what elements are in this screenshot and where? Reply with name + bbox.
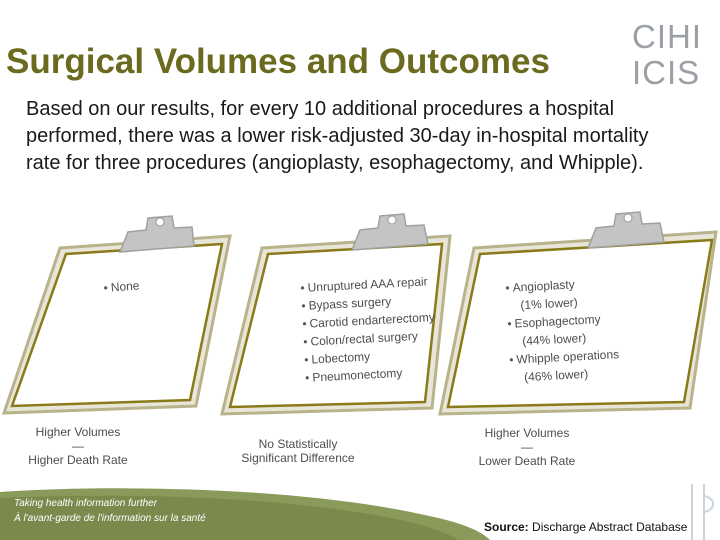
caption-top: No Statistically <box>258 437 338 451</box>
clipboard-2 <box>220 213 452 416</box>
caption-bottom: Higher Death Rate <box>28 453 128 467</box>
footer-banner: Taking health information further À l'av… <box>0 484 720 540</box>
caption-top: Higher Volumes <box>35 425 121 439</box>
intro-paragraph: Based on our results, for every 10 addit… <box>26 98 649 174</box>
clipboards-drawing <box>1 211 718 416</box>
caption-dash: — <box>72 439 84 453</box>
clipboard-3 <box>438 211 718 416</box>
board-1-list: • None <box>103 276 140 296</box>
tagline-fr: À l'avant-garde de l'information sur la … <box>14 513 206 524</box>
list-item: • None <box>103 278 140 295</box>
cihi-logo: CIHI ICIS <box>632 18 704 91</box>
footer-swoosh <box>0 484 714 540</box>
board-3-list: • Angioplasty (1% lower) • Esophagectomy (… <box>505 273 620 387</box>
slide-title: Surgical Volumes and Outcomes <box>6 42 550 81</box>
caption-top: Higher Volumes <box>484 426 570 440</box>
clipboard-1 <box>1 215 232 415</box>
source-text: Discharge Abstract Database <box>532 520 688 534</box>
caption-bottom: Significant Difference <box>241 451 355 465</box>
logo-line-en: CIHI <box>632 18 702 55</box>
logo-line-fr: ICIS <box>632 54 701 91</box>
board-1-caption: Higher Volumes — Higher Death Rate <box>28 425 128 467</box>
source-label: Source: <box>484 520 529 534</box>
caption-dash: — <box>521 440 533 454</box>
source-note: Source: Discharge Abstract Database <box>484 520 687 534</box>
board-2-list: • Unruptured AAA repair • Bypass surgery •… <box>300 272 438 387</box>
caption-bottom: Lower Death Rate <box>478 454 576 468</box>
board-3-caption: Higher Volumes — Lower Death Rate <box>472 426 582 468</box>
board-2-caption: No Statistically Significant Difference <box>238 437 358 465</box>
clipboards-graphic: • None • Unruptured AAA repair • Bypass sur… <box>0 208 720 478</box>
tagline-en: Taking health information further <box>14 498 158 509</box>
